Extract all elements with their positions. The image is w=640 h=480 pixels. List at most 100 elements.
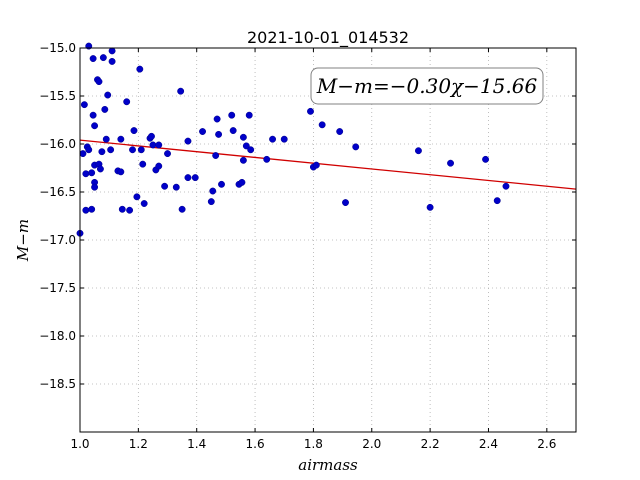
data-point [140, 200, 148, 207]
y-tick-label: −18.5 [39, 377, 76, 391]
x-tick-label: 2.0 [362, 437, 381, 451]
data-point [91, 122, 99, 130]
x-axis-label: airmass [298, 456, 358, 474]
data-point [207, 198, 215, 206]
data-point [126, 206, 134, 214]
data-point [209, 187, 217, 195]
fit-line-layer [79, 139, 577, 190]
data-point [82, 170, 90, 178]
data-point [88, 169, 96, 177]
y-tick-label: −15.5 [39, 89, 76, 103]
x-tick-label: 2.4 [479, 437, 498, 451]
data-point [82, 206, 90, 214]
data-point [123, 98, 131, 106]
fit-line [79, 139, 577, 190]
x-tick-label: 1.6 [246, 437, 265, 451]
data-point [161, 182, 169, 190]
fit-equation-box: M−m=−0.30χ−15.66 [310, 67, 544, 105]
data-point [91, 183, 99, 191]
data-point [238, 178, 246, 186]
data-point [117, 168, 125, 176]
data-point [164, 150, 171, 158]
data-point [96, 165, 104, 173]
data-point [148, 132, 155, 140]
fit-equation-label: M−m=−0.30χ−15.66 [316, 74, 538, 98]
data-point [118, 205, 126, 213]
data-point [155, 162, 163, 170]
data-point [102, 135, 110, 143]
data-point [98, 148, 106, 156]
data-point [104, 91, 112, 99]
data-point [101, 105, 109, 113]
data-point [95, 78, 103, 86]
data-point [129, 146, 136, 154]
data-point [137, 146, 145, 154]
data-point [342, 199, 349, 207]
data-point [239, 133, 247, 141]
data-point [108, 57, 116, 65]
x-tick-label: 1.8 [304, 437, 323, 451]
x-tick-label: 2.6 [537, 437, 556, 451]
data-point [191, 174, 199, 182]
data-point [178, 205, 186, 213]
data-point [89, 55, 97, 63]
data-point [247, 146, 255, 154]
data-point [88, 205, 96, 213]
data-point [80, 101, 88, 109]
x-tick-label: 2.2 [421, 437, 440, 451]
data-point [172, 183, 180, 191]
y-tick-label: −18.0 [39, 329, 76, 343]
data-point [108, 47, 116, 55]
data-point [184, 174, 192, 182]
x-tick-label: 1.2 [129, 437, 148, 451]
data-point [212, 152, 220, 159]
data-point [228, 111, 236, 119]
data-point [136, 65, 144, 73]
data-point [155, 141, 163, 149]
data-points [76, 42, 510, 237]
data-point [149, 141, 157, 149]
data-point [213, 115, 221, 123]
y-tick-label: −17.5 [39, 281, 76, 295]
fit-equation-frame [310, 67, 544, 105]
data-point [263, 155, 271, 163]
y-tick-label: −16.5 [39, 185, 76, 199]
data-point [107, 146, 115, 154]
data-point [352, 143, 360, 151]
data-point [133, 193, 141, 201]
data-point [218, 180, 225, 188]
y-tick-label: −17.0 [39, 233, 76, 247]
y-axis-label: M−m [14, 219, 32, 262]
data-point [414, 147, 422, 155]
data-point [177, 87, 185, 95]
data-point [312, 161, 320, 169]
data-point [242, 142, 250, 150]
data-point [280, 135, 288, 143]
data-point [336, 128, 344, 135]
data-point [130, 127, 138, 135]
y-tick-label: −16.0 [39, 137, 76, 151]
data-point [85, 146, 93, 154]
x-tick-label: 1.4 [187, 437, 206, 451]
data-point [318, 121, 326, 129]
data-point [229, 127, 237, 135]
axis-ticks: 1.0 1.2 1.4 1.6 1.8 2.0 2.2 2.4 2.6 −15.0 −15.5 −16… [39, 41, 577, 451]
data-point [99, 54, 107, 62]
data-point [117, 135, 125, 143]
chart-title: 2021-10-01_014532 [247, 28, 409, 48]
data-point [493, 197, 501, 205]
data-point [447, 159, 454, 167]
y-tick-label: −15.0 [39, 41, 76, 55]
data-point [184, 137, 192, 145]
data-point [79, 150, 87, 158]
data-point [307, 107, 314, 115]
data-point [139, 160, 147, 168]
data-point [245, 111, 253, 119]
plot-border [79, 47, 577, 433]
data-point [269, 135, 277, 143]
x-tick-label: 1.0 [70, 437, 89, 451]
data-point [89, 111, 97, 119]
data-point [426, 203, 434, 211]
data-point [199, 128, 206, 135]
